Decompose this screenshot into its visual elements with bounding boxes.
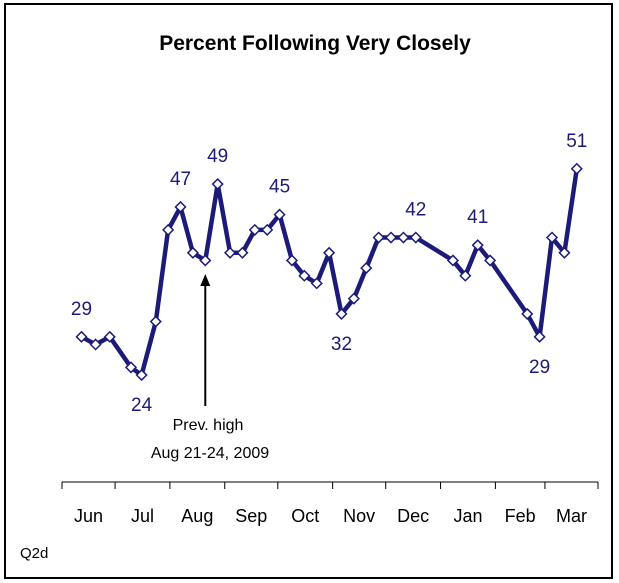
data-point	[310, 277, 323, 290]
data-point	[384, 231, 398, 244]
data-point	[223, 246, 237, 259]
annotation: Prev. high Aug 21-24, 2009	[151, 274, 269, 462]
data-point	[397, 231, 410, 244]
data-point	[124, 361, 138, 374]
data-label: 24	[131, 395, 153, 416]
data-point	[459, 269, 472, 282]
data-point	[545, 231, 559, 244]
data-point	[211, 177, 224, 191]
data-point	[186, 246, 199, 259]
data-label: 29	[529, 357, 550, 378]
data-point	[199, 254, 212, 267]
data-point	[89, 338, 102, 351]
data-point	[360, 262, 373, 275]
data-point	[471, 239, 484, 252]
data-point	[75, 330, 88, 343]
x-tick-label: Jun	[74, 506, 103, 526]
data-point	[521, 307, 534, 320]
annotation-line-1: Prev. high	[173, 417, 244, 434]
data-label: 29	[71, 299, 92, 320]
data-point	[323, 246, 336, 259]
data-label: 45	[269, 177, 290, 198]
data-point	[335, 307, 348, 320]
data-point	[285, 254, 299, 267]
x-tick-label: Oct	[291, 506, 319, 526]
data-point	[298, 269, 311, 282]
data-point	[558, 246, 571, 259]
x-tick-label: Jul	[131, 506, 154, 526]
x-tick-label: Nov	[343, 506, 375, 526]
data-label: 41	[467, 207, 488, 228]
data-label: 47	[170, 169, 191, 190]
data-point	[273, 208, 286, 221]
annotation-line-2: Aug 21-24, 2009	[151, 445, 269, 462]
data-point	[135, 368, 148, 382]
x-tick-label: Feb	[505, 506, 536, 526]
x-tick-label: Mar	[556, 506, 587, 526]
chart-title: Percent Following Very Closely	[159, 32, 471, 55]
series-line	[79, 166, 580, 378]
data-point	[149, 315, 162, 328]
data-point	[236, 246, 249, 259]
data-point	[570, 162, 583, 175]
data-point	[174, 200, 187, 214]
data-label-layer: 29 24 47 49 45 32 42 41 29 51	[71, 131, 587, 416]
data-label: 51	[566, 131, 587, 152]
series-layer	[79, 166, 580, 378]
data-label: 32	[331, 334, 352, 355]
x-axis: Jun Jul Aug Sep Oct Nov Dec Jan Feb Mar	[61, 481, 599, 526]
data-point	[162, 223, 175, 236]
data-point	[248, 223, 261, 236]
annotation-arrowhead	[200, 274, 211, 286]
data-point	[409, 231, 422, 244]
x-tick-label: Aug	[181, 506, 213, 526]
x-tick-label: Dec	[397, 506, 429, 526]
data-point	[347, 292, 360, 305]
data-label: 49	[207, 146, 228, 167]
data-point	[103, 330, 116, 343]
data-point	[372, 231, 385, 244]
data-point	[261, 223, 274, 236]
footnote: Q2d	[20, 545, 48, 562]
data-label: 42	[405, 200, 426, 221]
data-point	[533, 330, 546, 343]
marker-layer	[75, 162, 583, 382]
x-tick-label: Sep	[235, 506, 267, 526]
data-point	[484, 254, 497, 267]
x-tick-label: Jan	[453, 506, 482, 526]
data-point	[446, 254, 460, 267]
